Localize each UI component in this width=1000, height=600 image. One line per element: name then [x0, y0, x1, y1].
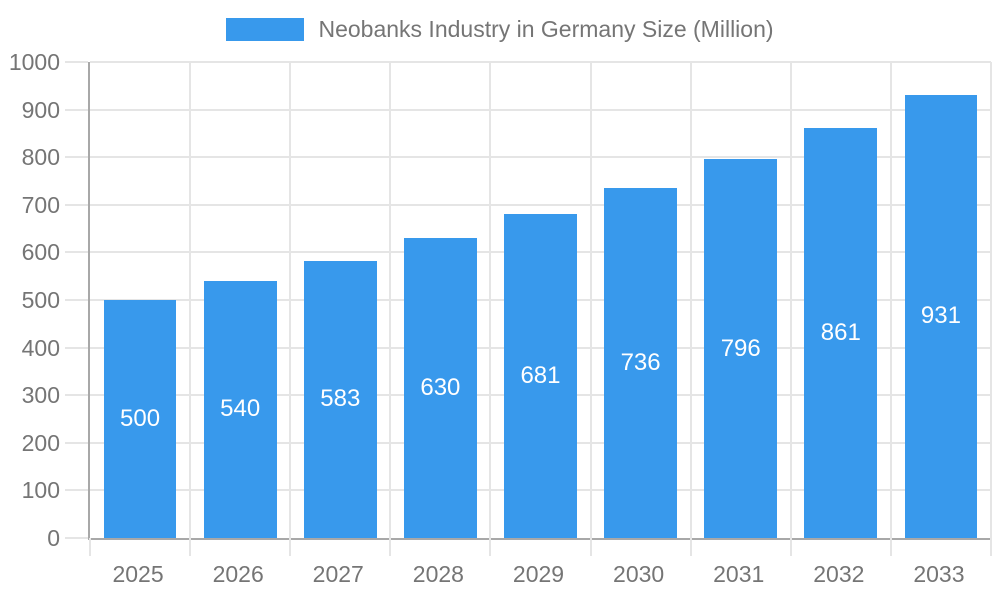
legend-swatch[interactable]	[226, 18, 305, 41]
bar[interactable]: 500	[103, 300, 177, 538]
bar[interactable]: 861	[804, 128, 878, 538]
x-axis: 2025 2026 2027 2028 2029 2030 2031 2032 2033	[88, 560, 989, 590]
x-axis-label: 2030	[613, 561, 665, 587]
gridline-v	[789, 62, 792, 538]
bar[interactable]: 736	[604, 187, 678, 538]
y-axis-label: 600	[21, 239, 60, 266]
y-tick	[65, 346, 88, 349]
x-tick	[289, 538, 292, 556]
bar[interactable]: 931	[904, 94, 978, 538]
bar-value-label: 583	[320, 385, 361, 413]
bar[interactable]: 540	[203, 280, 277, 538]
x-axis-label: 2029	[512, 561, 565, 587]
gridline-h	[90, 61, 991, 63]
x-axis-label: 2032	[813, 561, 865, 587]
gridline-v	[689, 62, 692, 538]
bar-value-label: 861	[820, 319, 861, 347]
bar-value-label: 630	[420, 374, 461, 402]
bar[interactable]: 681	[504, 213, 577, 538]
x-tick	[89, 538, 91, 556]
y-tick	[65, 299, 88, 301]
gridline-v	[589, 62, 592, 538]
y-axis-label: 900	[21, 96, 60, 123]
x-axis-label: 2031	[713, 561, 765, 587]
bar-value-label: 500	[120, 405, 161, 432]
y-axis-label: 200	[21, 429, 60, 456]
x-axis-label: 2026	[212, 561, 264, 587]
x-tick	[389, 538, 392, 556]
x-tick	[689, 538, 692, 556]
y-tick	[65, 251, 88, 254]
y-axis-label: 0	[47, 525, 60, 551]
x-tick	[789, 538, 792, 556]
y-axis-label: 1000	[8, 49, 60, 75]
bar[interactable]: 796	[704, 159, 778, 538]
gridline-v	[189, 62, 192, 538]
x-tick	[990, 538, 992, 556]
gridline-v	[389, 62, 392, 538]
y-axis-label: 700	[21, 191, 60, 218]
y-tick	[65, 394, 88, 397]
bar-value-label: 681	[520, 361, 561, 389]
x-axis-label: 2028	[412, 561, 464, 587]
y-tick	[65, 537, 88, 539]
gridline-v	[889, 62, 892, 538]
x-tick	[589, 538, 592, 556]
x-tick	[489, 538, 492, 556]
x-axis-label: 2033	[913, 561, 965, 587]
x-axis-label: 2027	[312, 561, 364, 587]
gridline-h	[90, 108, 991, 111]
y-axis-label: 300	[21, 382, 60, 409]
x-tick	[189, 538, 192, 556]
y-axis-label: 500	[21, 287, 60, 313]
bar-value-label: 796	[720, 334, 761, 362]
y-axis-label: 100	[21, 477, 60, 504]
y-tick	[65, 441, 88, 444]
bar[interactable]: 630	[403, 238, 477, 538]
bar-value-label: 540	[220, 395, 261, 423]
legend-label[interactable]: Neobanks Industry in Germany Size (Milli…	[318, 16, 774, 42]
gridline-h	[90, 156, 991, 159]
x-tick	[889, 538, 892, 556]
y-axis-label: 800	[21, 144, 60, 171]
x-axis-label: 2025	[112, 561, 164, 587]
y-tick	[65, 61, 88, 63]
y-tick	[65, 203, 88, 206]
y-tick	[65, 156, 88, 159]
gridline-v	[289, 62, 292, 538]
legend[interactable]: Neobanks Industry in Germany Size (Milli…	[0, 16, 1000, 43]
y-axis-label: 400	[21, 334, 60, 361]
bar[interactable]: 583	[303, 260, 377, 538]
gridline-v	[990, 62, 992, 538]
y-tick	[65, 489, 88, 492]
gridline-h	[90, 203, 991, 206]
plot-area: 500 540 583 630 681 736 796 861 931	[65, 61, 992, 556]
y-tick	[65, 108, 88, 111]
gridline-v	[489, 62, 492, 538]
bar-value-label: 736	[620, 348, 661, 376]
bar-value-label: 931	[920, 302, 961, 330]
y-axis: 0 100 200 300 400 500 600 700 800 900 1000	[0, 49, 60, 551]
